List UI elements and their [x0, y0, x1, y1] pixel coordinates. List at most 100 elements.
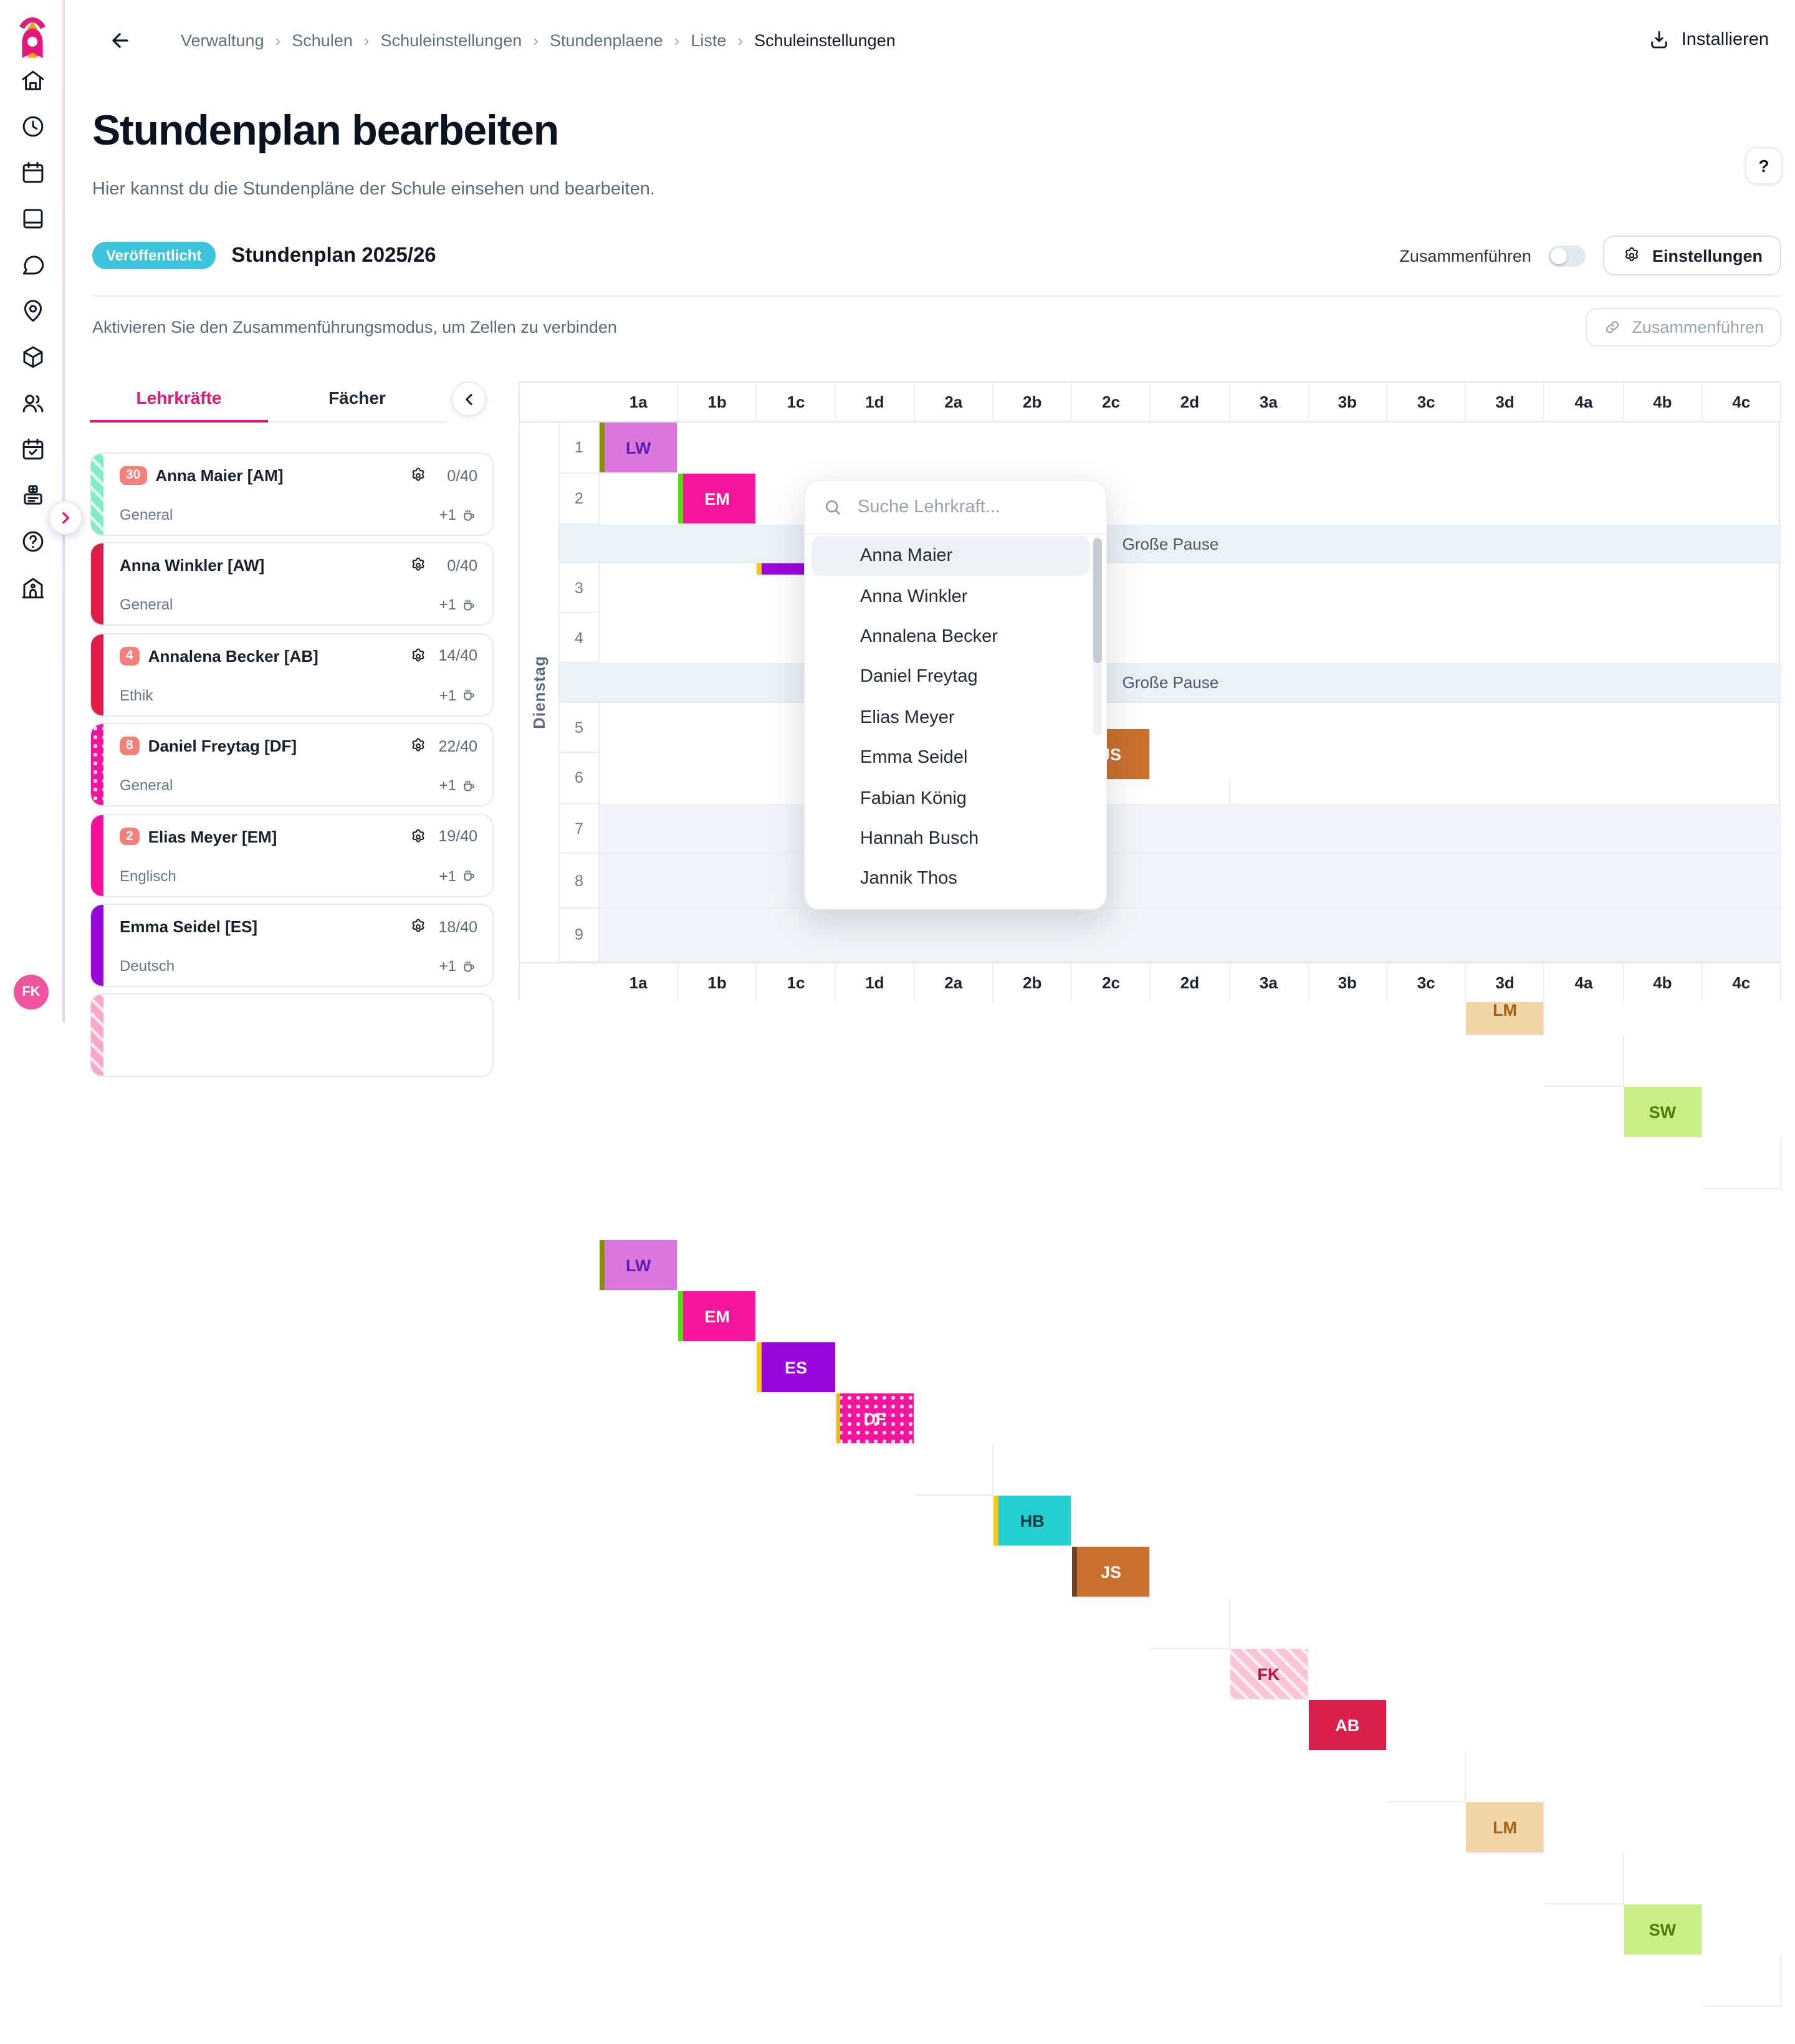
teacher-option[interactable]: Anna Winkler: [860, 586, 968, 607]
teacher-settings-button[interactable]: [409, 556, 428, 575]
teacher-option[interactable]: Jannik Thos: [860, 869, 957, 889]
breadcrumb-item[interactable]: Liste: [691, 31, 727, 49]
teacher-card[interactable]: Anna Winkler [AW] 0/40 General +1: [90, 542, 494, 626]
teacher-option[interactable]: Annalena Becker: [860, 626, 998, 647]
teacher-option[interactable]: Elias Meyer: [860, 707, 955, 728]
sidebar-item-calendar-check[interactable]: [19, 436, 45, 462]
coffee-cup-icon: [464, 870, 474, 881]
teacher-settings-button[interactable]: [409, 917, 428, 936]
install-button[interactable]: Installieren: [1648, 0, 1769, 80]
calendar-check-icon: [22, 438, 43, 460]
panel-collapse-button[interactable]: [451, 381, 486, 416]
teacher-option[interactable]: Anna Maier: [811, 536, 1089, 576]
back-button[interactable]: [97, 17, 142, 62]
teacher-card[interactable]: 8 Daniel Freytag [DF] 22/40 General +1: [90, 723, 494, 807]
teacher-card-top-row: 4 Annalena Becker [AB] 14/40: [120, 647, 477, 666]
sidebar-item-chat[interactable]: [19, 252, 45, 278]
breadcrumb-item[interactable]: Schuleinstellungen: [754, 31, 896, 49]
column-footer-4a: 4a: [1544, 962, 1624, 1002]
lesson-cell-2a-p2[interactable]: [914, 1445, 993, 1496]
lesson-cell-1b-p1[interactable]: EM: [678, 474, 757, 525]
lesson-cell-3a-p2[interactable]: FK: [1230, 1649, 1309, 1700]
teacher-option[interactable]: Emma Seidel: [860, 748, 968, 768]
lesson-cell-1a-p2[interactable]: LW: [600, 1240, 679, 1291]
sidebar-item-package[interactable]: [19, 344, 45, 370]
lesson-cell-4b-p2[interactable]: SW: [1624, 1904, 1703, 1956]
teacher-card[interactable]: 4 Annalena Becker [AB] 14/40 Ethik +1: [90, 633, 494, 717]
teacher-card[interactable]: 30 Anna Maier [AM] 0/40 General +1: [90, 452, 494, 536]
break-count-value: +1: [439, 506, 456, 523]
lesson-cell-1b-p2[interactable]: EM: [678, 1291, 757, 1342]
teacher-card-bottom-row: General +1: [120, 776, 477, 794]
lesson-cell-1c-p2[interactable]: ES: [757, 1342, 836, 1393]
teacher-color-stripe: [91, 543, 103, 625]
teacher-option[interactable]: Daniel Freytag: [860, 667, 978, 687]
sidebar-item-calendar[interactable]: [19, 160, 45, 186]
scrollbar-thumb[interactable]: [1093, 538, 1102, 663]
sidebar-item-clock[interactable]: [19, 113, 45, 140]
breadcrumb-item[interactable]: Stundenplaene: [549, 31, 663, 49]
sidebar-item-book[interactable]: [19, 206, 45, 232]
lesson-cell-2d-p2[interactable]: [1151, 1598, 1230, 1649]
sidebar-item-school[interactable]: [19, 575, 45, 601]
clock-icon: [22, 116, 43, 137]
sidebar-item-users[interactable]: [19, 390, 45, 416]
app-logo-icon[interactable]: [12, 10, 52, 62]
sidebar-expand-button[interactable]: [49, 501, 82, 535]
avatar[interactable]: FK: [14, 975, 49, 1010]
sidebar-item-help[interactable]: [19, 528, 45, 555]
lesson-code: LM: [1493, 1818, 1518, 1836]
lesson-cell-4c-p1[interactable]: [1702, 1138, 1781, 1189]
search-input[interactable]: [855, 496, 1093, 518]
sidebar-item-map-pin[interactable]: [19, 298, 45, 324]
lesson-code: EM: [704, 489, 730, 508]
teacher-settings-button[interactable]: [409, 827, 428, 846]
settings-button[interactable]: Einstellungen: [1603, 236, 1781, 275]
teacher-break-count: +1: [439, 596, 477, 614]
lesson-cell-3b-p2[interactable]: AB: [1308, 1700, 1387, 1751]
breadcrumb-item[interactable]: Schulen: [292, 31, 353, 49]
lesson-cell-2c-p2[interactable]: JS: [1072, 1547, 1151, 1598]
lesson-code: LM: [1493, 1000, 1518, 1019]
teacher-card[interactable]: 2 Elias Meyer [EM] 19/40 Englisch +1: [90, 813, 494, 897]
breadcrumb-item[interactable]: Schuleinstellungen: [380, 31, 522, 49]
lesson-cell-4b-p1[interactable]: SW: [1624, 1087, 1703, 1138]
lesson-cell-4a-p1[interactable]: [1544, 1036, 1624, 1087]
teacher-settings-button[interactable]: [409, 466, 428, 485]
teacher-card[interactable]: Emma Seidel [ES] 18/40 Deutsch +1: [90, 904, 494, 987]
lesson-code: LW: [625, 1256, 651, 1274]
teacher-card[interactable]: [90, 993, 494, 1077]
school-icon: [21, 578, 44, 599]
tab-lehrkrfte[interactable]: Lehrkräfte: [90, 374, 268, 423]
breadcrumb-item[interactable]: Verwaltung: [181, 31, 264, 49]
timetable-grid: 1a1b1c1d2a2b2c2d3a3b3c3d4a4b4c1LWEMESDFH…: [519, 381, 1781, 2007]
teacher-option[interactable]: Fabian König: [860, 788, 967, 809]
break-count-value: +1: [439, 776, 456, 795]
sidebar-item-receipt[interactable]: [19, 482, 45, 509]
cell-edge-stripe: [836, 1393, 841, 1443]
teacher-option[interactable]: Hannah Busch: [860, 828, 979, 849]
lesson-cell-3d-p2[interactable]: LM: [1466, 1802, 1545, 1853]
tab-fcher[interactable]: Fächer: [328, 388, 386, 408]
panel-tabs: Lehrkräfte Fächer: [90, 374, 446, 423]
column-header-3b: 3b: [1308, 383, 1387, 423]
lesson-cell-4c-p2[interactable]: [1702, 1956, 1781, 2007]
column-footer-1c: 1c: [757, 962, 836, 1002]
lesson-cell-1a-p1[interactable]: LW: [600, 423, 679, 474]
column-header-4a: 4a: [1544, 383, 1624, 423]
column-footer-4c: 4c: [1702, 962, 1781, 1002]
lesson-cell-4a-p2[interactable]: [1544, 1853, 1624, 1904]
sidebar-item-home[interactable]: [19, 67, 45, 93]
lesson-cell-2b-p2[interactable]: HB: [993, 1496, 1073, 1547]
lesson-cell-1d-p2[interactable]: DF: [836, 1393, 915, 1445]
merge-toggle[interactable]: [1548, 245, 1586, 266]
book-icon: [22, 209, 42, 229]
search-icon: [825, 500, 840, 515]
teacher-subject: General: [120, 776, 173, 795]
teacher-settings-button[interactable]: [409, 737, 428, 755]
teacher-settings-button[interactable]: [409, 647, 428, 666]
lesson-cell-3c-p2[interactable]: [1387, 1751, 1467, 1802]
column-footer-1b: 1b: [678, 962, 757, 1002]
merge-button[interactable]: Zusammenführen: [1586, 307, 1781, 346]
help-button[interactable]: ?: [1745, 147, 1783, 184]
